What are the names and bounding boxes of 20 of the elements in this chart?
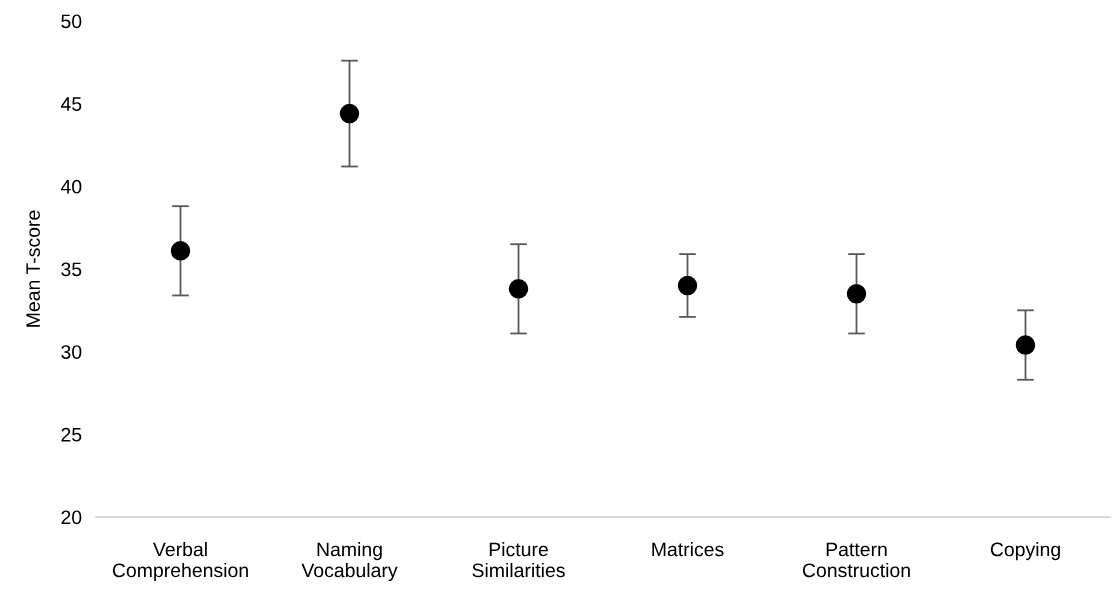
x-tick-label: Verbal Comprehension	[112, 542, 248, 582]
point	[846, 284, 867, 304]
x-tick-label: Pattern Construction	[802, 542, 910, 578]
y-tick-label: 50	[61, 14, 82, 29]
point	[170, 241, 191, 261]
y-tick-label: 40	[60, 179, 82, 194]
y-tick-label: 20	[61, 510, 82, 525]
x-tick-label: Matrices	[652, 542, 724, 557]
point	[508, 279, 529, 299]
y-tick-label: 35	[61, 262, 82, 277]
y-tick-label: 45	[60, 97, 82, 111]
point	[1015, 335, 1036, 355]
y-tick-label: 25	[61, 427, 82, 442]
x-tick-label: Naming Vocabulary	[301, 542, 398, 582]
point	[677, 275, 698, 296]
x-tick-label: Copying	[990, 542, 1060, 561]
point	[339, 103, 360, 124]
y-axis-title: Mean T-score	[26, 210, 40, 327]
x-tick-label: Picture Similarities	[472, 542, 565, 578]
y-tick-label: 30	[61, 345, 82, 359]
